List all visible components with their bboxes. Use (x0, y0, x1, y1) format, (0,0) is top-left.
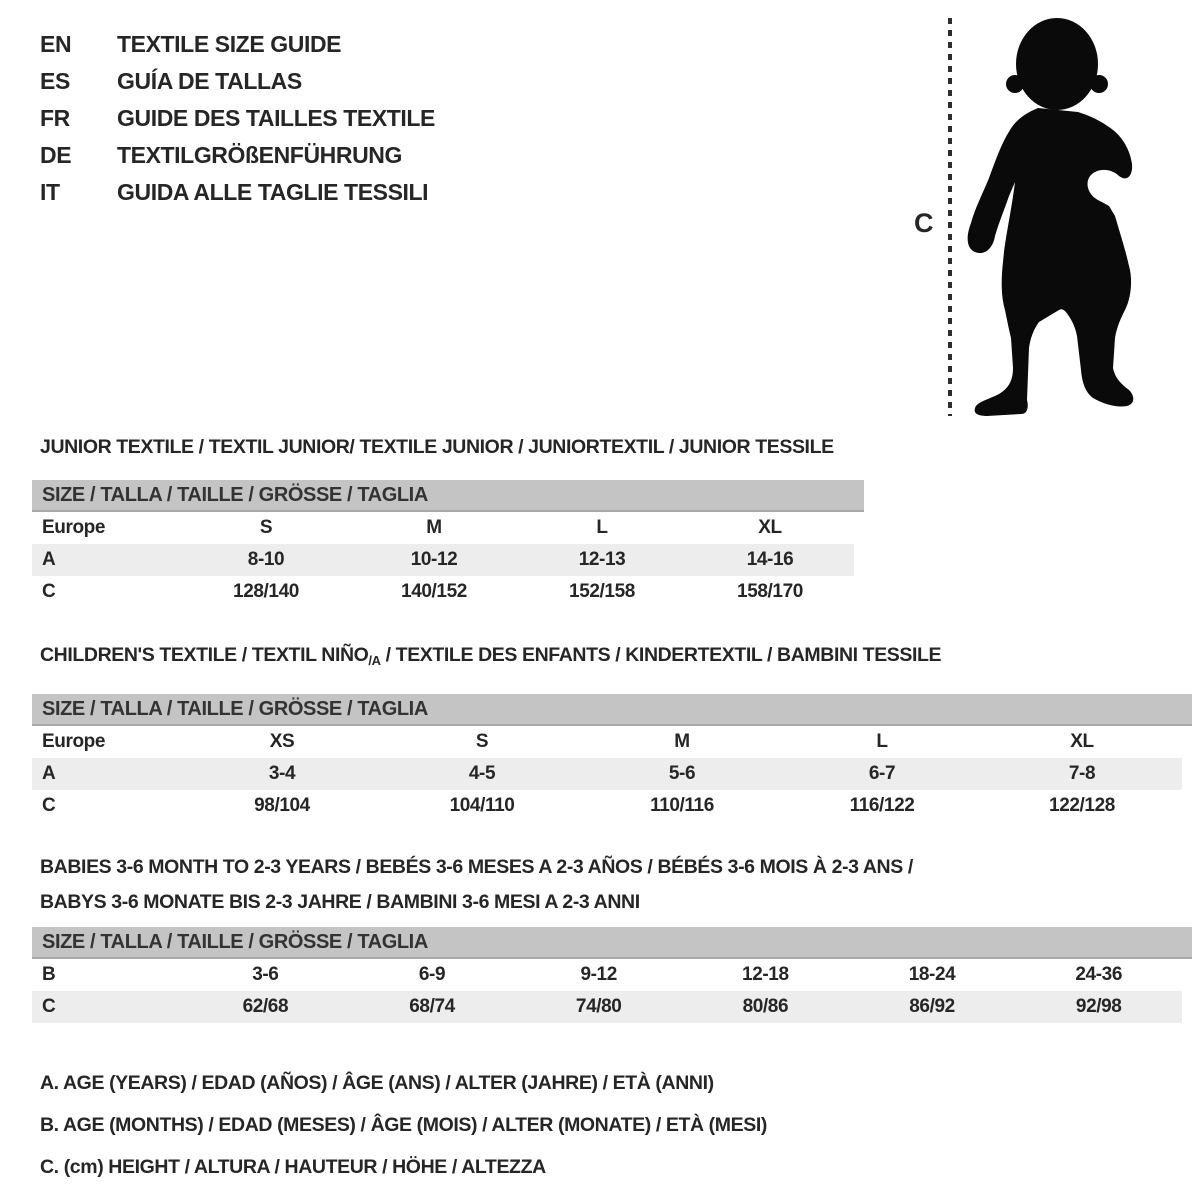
height-measure-figure: C (890, 0, 1170, 430)
language-code: EN (40, 31, 72, 57)
note-age-years: A. AGE (YEARS) / EDAD (AÑOS) / ÂGE (ANS)… (40, 1072, 714, 1094)
table-cell: 152/158 (569, 581, 635, 602)
table-cell: 10-12 (410, 549, 458, 570)
table-cell: 122/128 (1049, 795, 1115, 816)
size-header-bar: SIZE / TALLA / TAILLE / GRÖSSE / TAGLIA (32, 694, 1192, 726)
row-label: A (42, 763, 56, 784)
table-row: Europe XS S M L XL (32, 726, 1182, 758)
table-row: C 62/68 68/74 74/80 80/86 86/92 92/98 (32, 991, 1182, 1023)
row-label: B (42, 964, 56, 985)
section-title: BABIES 3-6 MONTH TO 2-3 YEARS / BEBÉS 3-… (40, 850, 1192, 920)
row-label: C (42, 996, 56, 1017)
language-title: GUIDA ALLE TAGLIE TESSILI (117, 179, 429, 205)
language-title: GUIDE DES TAILLES TEXTILE (117, 105, 435, 131)
table-cell: 62/68 (242, 996, 289, 1017)
height-measure-label: C (914, 208, 934, 238)
table-cell: L (596, 517, 608, 538)
table-cell: 14-16 (746, 549, 794, 570)
section-children-textile: CHILDREN'S TEXTILE / TEXTIL NIÑO/A / TEX… (32, 645, 1192, 822)
row-label: Europe (42, 731, 106, 752)
table-cell: 158/170 (737, 581, 803, 602)
table-cell: 24-36 (1075, 964, 1122, 985)
language-row: IT GUIDA ALLE TAGLIE TESSILI (40, 174, 435, 211)
table-cell: 5-6 (668, 763, 696, 784)
language-title: GUÍA DE TALLAS (117, 68, 302, 94)
table-cell: 7-8 (1068, 763, 1096, 784)
section-title-line1: BABIES 3-6 MONTH TO 2-3 YEARS / BEBÉS 3-… (40, 856, 913, 878)
size-header-bar: SIZE / TALLA / TAILLE / GRÖSSE / TAGLIA (32, 480, 864, 512)
language-row: DE TEXTILGRÖßENFÜHRUNG (40, 137, 435, 174)
table-cell: 8-10 (247, 549, 285, 570)
table-cell: 9-12 (580, 964, 617, 985)
table-cell: 68/74 (409, 996, 455, 1017)
table-cell: 86/92 (909, 996, 955, 1017)
table-cell: XL (1070, 731, 1094, 752)
section-title-text: / TEXTILE DES ENFANTS / KINDERTEXTIL / B… (380, 644, 942, 666)
table-cell: 4-5 (468, 763, 496, 784)
table-cell: 74/80 (575, 996, 622, 1017)
note-height-cm: C. (cm) HEIGHT / ALTURA / HAUTEUR / HÖHE… (40, 1156, 546, 1178)
table-cell: 80/86 (742, 996, 789, 1017)
table-cell: 128/140 (233, 581, 299, 602)
table-cell: L (876, 731, 888, 752)
baby-silhouette-icon (967, 18, 1134, 416)
table-cell: 3-6 (252, 964, 279, 985)
table-cell: 140/152 (401, 581, 467, 602)
section-title: JUNIOR TEXTILE / TEXTIL JUNIOR/ TEXTILE … (40, 436, 834, 458)
table-cell: 104/110 (449, 795, 515, 816)
language-title: TEXTILE SIZE GUIDE (117, 31, 342, 57)
section-title: CHILDREN'S TEXTILE / TEXTIL NIÑO/A / TEX… (40, 645, 1192, 671)
table-cell: S (259, 517, 273, 538)
table-cell: S (475, 731, 489, 752)
table-cell: 6-9 (418, 964, 446, 985)
section-title-line2: BABYS 3-6 MONATE BIS 2-3 JAHRE / BAMBINI… (40, 891, 640, 913)
table-cell: 110/116 (650, 795, 714, 816)
table-cell: M (674, 731, 690, 752)
table-cell: 18-24 (908, 964, 956, 985)
table-row: C 98/104 104/110 110/116 116/122 122/128 (32, 790, 1182, 822)
section-babies-textile: BABIES 3-6 MONTH TO 2-3 YEARS / BEBÉS 3-… (32, 850, 1192, 1023)
note-age-months: B. AGE (MONTHS) / EDAD (MESES) / ÂGE (MO… (40, 1114, 767, 1136)
table-cell: 92/98 (1075, 996, 1122, 1017)
table-row: A 3-4 4-5 5-6 6-7 7-8 (32, 758, 1182, 790)
language-code: FR (40, 105, 70, 131)
language-row: FR GUIDE DES TAILLES TEXTILE (40, 100, 435, 137)
table-cell: XS (269, 731, 295, 752)
language-row: EN TEXTILE SIZE GUIDE (40, 26, 435, 63)
section-title-subscript: /A (368, 653, 381, 668)
table-cell: M (426, 517, 442, 538)
table-cell: 3-4 (268, 763, 296, 784)
language-code: DE (40, 142, 72, 168)
table-cell: 12-18 (742, 964, 789, 985)
size-header-bar: SIZE / TALLA / TAILLE / GRÖSSE / TAGLIA (32, 927, 1192, 959)
table-row: A 8-10 10-12 12-13 14-16 (32, 544, 854, 576)
row-label: C (42, 795, 56, 816)
language-row: ES GUÍA DE TALLAS (40, 63, 435, 100)
section-junior-textile: JUNIOR TEXTILE / TEXTIL JUNIOR/ TEXTILE … (32, 437, 864, 608)
language-title-list: EN TEXTILE SIZE GUIDE ES GUÍA DE TALLAS … (40, 26, 435, 211)
language-code: IT (40, 179, 60, 205)
legend-notes: A. AGE (YEARS) / EDAD (AÑOS) / ÂGE (ANS)… (40, 1062, 767, 1188)
table-row: B 3-6 6-9 9-12 12-18 18-24 24-36 (32, 959, 1182, 991)
table-row: Europe S M L XL (32, 512, 854, 544)
row-label: A (42, 549, 56, 570)
row-label: C (42, 581, 56, 602)
language-title: TEXTILGRÖßENFÜHRUNG (117, 142, 402, 168)
row-label: Europe (42, 517, 106, 538)
table-cell: 98/104 (254, 795, 310, 816)
table-cell: XL (758, 517, 782, 538)
table-cell: 6-7 (868, 763, 896, 784)
section-title-text: CHILDREN'S TEXTILE / TEXTIL NIÑO (40, 644, 369, 666)
table-cell: 116/122 (849, 795, 915, 816)
table-row: C 128/140 140/152 152/158 158/170 (32, 576, 854, 608)
language-code: ES (40, 68, 70, 94)
height-dashed-line (948, 18, 952, 416)
table-cell: 12-13 (578, 549, 626, 570)
